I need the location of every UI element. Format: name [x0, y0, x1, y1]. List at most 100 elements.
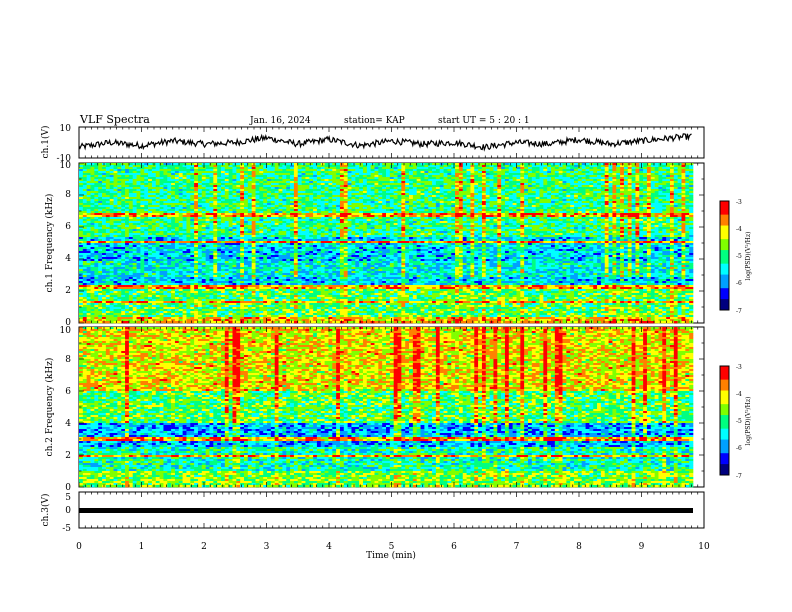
spec-cell [509, 197, 513, 199]
spec-cell [459, 191, 463, 193]
spec-cell [275, 179, 279, 181]
spec-cell [589, 175, 593, 177]
spec-cell [574, 207, 578, 209]
spec-cell [167, 199, 171, 201]
spec-cell [206, 165, 210, 167]
spec-cell [167, 215, 171, 217]
spec-cell [91, 189, 95, 191]
spec-cell [467, 201, 471, 203]
spec-cell [336, 197, 340, 199]
spec-cell [240, 177, 244, 179]
spec-cell [194, 173, 198, 175]
spec-cell [202, 175, 206, 177]
spec-cell [632, 191, 636, 193]
spec-cell [183, 219, 187, 221]
spec-cell [605, 209, 609, 211]
spec-cell [259, 179, 263, 181]
spec-cell [528, 177, 532, 179]
spec-cell [148, 221, 152, 223]
spec-cell [91, 187, 95, 189]
spec-cell [658, 211, 662, 213]
spec-cell [513, 213, 517, 215]
spec-cell [367, 201, 371, 203]
spec-cell [117, 207, 121, 209]
spec-cell [271, 179, 275, 181]
spec-cell [309, 217, 313, 219]
spec-cell [340, 221, 344, 223]
spec-cell [163, 189, 167, 191]
spec-cell [582, 167, 586, 169]
spec-cell [244, 207, 248, 209]
spec-cell [206, 173, 210, 175]
spec-cell [344, 223, 348, 225]
spec-cell [628, 201, 632, 203]
spec-cell [156, 197, 160, 199]
spec-cell [328, 197, 332, 199]
spec-cell [240, 171, 244, 173]
spec-cell [340, 187, 344, 189]
spec-cell [367, 167, 371, 169]
spec-cell [551, 163, 555, 165]
spec-cell [666, 209, 670, 211]
spec-cell [574, 201, 578, 203]
spec-cell [213, 175, 217, 177]
spec-cell [447, 219, 451, 221]
spec-cell [493, 217, 497, 219]
spec-cell [213, 169, 217, 171]
spec-cell [248, 201, 252, 203]
spec-cell [478, 171, 482, 173]
spec-cell [236, 213, 240, 215]
spec-cell [252, 203, 256, 205]
spec-cell [493, 209, 497, 211]
spec-cell [432, 175, 436, 177]
spec-cell [597, 219, 601, 221]
spec-cell [171, 193, 175, 195]
spec-cell [160, 219, 164, 221]
spec-cell [513, 197, 517, 199]
spec-cell [520, 197, 524, 199]
spec-cell [386, 187, 390, 189]
spec-cell [482, 171, 486, 173]
spec-cell [493, 223, 497, 225]
spec-cell [490, 223, 494, 225]
spec-cell [332, 207, 336, 209]
spec-cell [674, 203, 678, 205]
spec-cell [628, 211, 632, 213]
spec-cell [221, 175, 225, 177]
spec-cell [432, 187, 436, 189]
spec-cell [540, 215, 544, 217]
spec-cell [114, 165, 118, 167]
spec-cell [256, 197, 260, 199]
spec-cell [252, 193, 256, 195]
spec-cell [394, 171, 398, 173]
spec-cell [144, 197, 148, 199]
spec-cell [424, 213, 428, 215]
spec-cell [612, 165, 616, 167]
spec-cell [455, 163, 459, 165]
spec-cell [137, 217, 141, 219]
spec-cell [497, 173, 501, 175]
spec-cell [662, 219, 666, 221]
spec-cell [674, 185, 678, 187]
spec-cell [447, 193, 451, 195]
spec-cell [536, 213, 540, 215]
spec-cell [689, 183, 693, 185]
spec-cell [348, 183, 352, 185]
spec-cell [520, 173, 524, 175]
spec-cell [79, 223, 83, 225]
spec-cell [455, 179, 459, 181]
spec-cell [87, 167, 91, 169]
spec-cell [256, 221, 260, 223]
spec-cell [129, 173, 133, 175]
spec-cell [163, 205, 167, 207]
spec-cell [367, 197, 371, 199]
spec-cell [586, 195, 590, 197]
spec-cell [455, 201, 459, 203]
spec-cell [179, 189, 183, 191]
spec-cell [294, 183, 298, 185]
spec-cell [305, 191, 309, 193]
spec-cell [524, 215, 528, 217]
spec-cell [662, 171, 666, 173]
spec-cell [286, 207, 290, 209]
spec-cell [114, 187, 118, 189]
